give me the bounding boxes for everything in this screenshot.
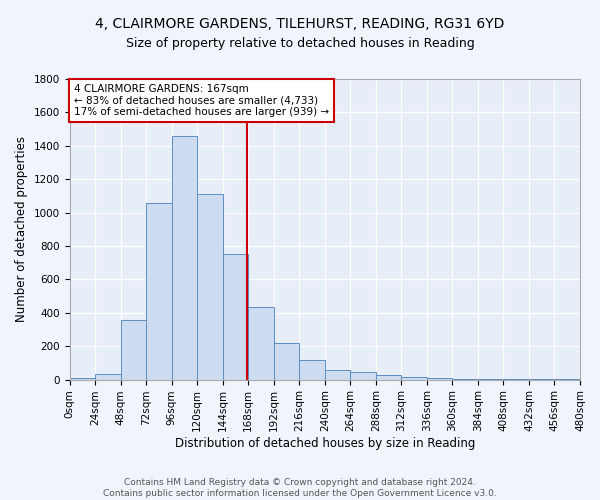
Bar bbox=[121, 320, 146, 380]
Bar bbox=[299, 360, 325, 380]
X-axis label: Distribution of detached houses by size in Reading: Distribution of detached houses by size … bbox=[175, 437, 475, 450]
Bar bbox=[325, 370, 350, 380]
Bar bbox=[70, 378, 95, 380]
Text: 4 CLAIRMORE GARDENS: 167sqm
← 83% of detached houses are smaller (4,733)
17% of : 4 CLAIRMORE GARDENS: 167sqm ← 83% of det… bbox=[74, 84, 329, 117]
Text: Size of property relative to detached houses in Reading: Size of property relative to detached ho… bbox=[125, 38, 475, 51]
Bar bbox=[274, 343, 299, 380]
Bar bbox=[172, 136, 197, 380]
Bar bbox=[401, 377, 427, 380]
Bar bbox=[478, 379, 503, 380]
Bar bbox=[197, 194, 223, 380]
Text: Contains HM Land Registry data © Crown copyright and database right 2024.
Contai: Contains HM Land Registry data © Crown c… bbox=[103, 478, 497, 498]
Bar bbox=[376, 374, 401, 380]
Y-axis label: Number of detached properties: Number of detached properties bbox=[15, 136, 28, 322]
Bar bbox=[350, 372, 376, 380]
Bar bbox=[427, 378, 452, 380]
Bar bbox=[95, 374, 121, 380]
Text: 4, CLAIRMORE GARDENS, TILEHURST, READING, RG31 6YD: 4, CLAIRMORE GARDENS, TILEHURST, READING… bbox=[95, 18, 505, 32]
Bar bbox=[146, 202, 172, 380]
Bar bbox=[248, 307, 274, 380]
Bar bbox=[452, 379, 478, 380]
Bar bbox=[223, 254, 248, 380]
Bar bbox=[503, 379, 529, 380]
